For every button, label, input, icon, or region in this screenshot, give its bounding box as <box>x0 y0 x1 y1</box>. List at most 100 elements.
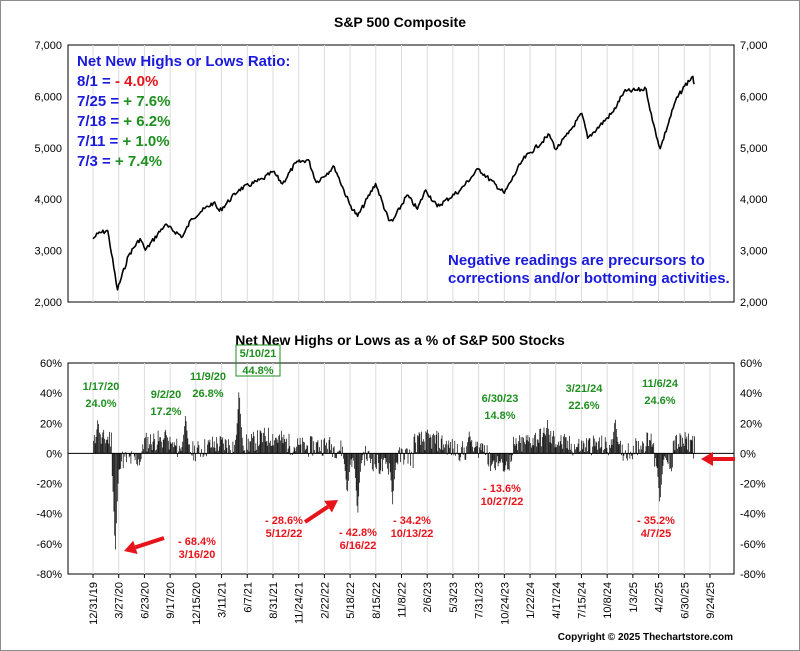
highlight-value: 14.8% <box>484 410 515 422</box>
top-chart-title: S&P 500 Composite <box>334 14 466 30</box>
highlight-date: 11/9/20 <box>190 371 226 383</box>
bottom-ytick-left: -20% <box>36 479 62 491</box>
x-tick-label: 1/22/24 <box>525 582 537 619</box>
x-tick-label: 2/22/22 <box>319 582 331 619</box>
x-tick-label: 11/24/21 <box>294 582 306 624</box>
bottom-ytick-left: -40% <box>36 509 62 521</box>
x-tick-label: 6/23/20 <box>139 582 151 619</box>
x-axis-dates: 12/31/19 3/27/20 6/23/20 9/17/20 12/15/20 3/1… <box>88 574 717 625</box>
bottom-ytick-right: -60% <box>740 539 766 551</box>
x-tick-label: 12/31/19 <box>88 582 100 625</box>
x-tick-label: 12/15/20 <box>191 582 203 625</box>
highlight-date: 6/30/23 <box>482 393 519 405</box>
highlight-date: 5/10/21 <box>240 348 277 360</box>
bottom-ytick-right: 20% <box>740 418 762 430</box>
highlight-value: - 42.8% <box>339 527 377 539</box>
top-ytick-right: 6,000 <box>740 91 768 103</box>
top-ytick-right: 7,000 <box>740 40 768 52</box>
sp500-price-line <box>92 75 695 291</box>
x-tick-label: 10/24/23 <box>499 582 511 625</box>
highlight-date: 10/27/22 <box>481 496 524 508</box>
bottom-ytick-left: 60% <box>40 358 62 370</box>
arrow-covid-low <box>134 536 165 550</box>
highlight-date: 3/16/20 <box>179 549 216 561</box>
highlight-value: - 34.2% <box>393 515 431 527</box>
highlight-value: 44.8% <box>242 365 273 377</box>
ratio-list: 8/1 = - 4.0% 7/25 = + 7.6% 7/18 = + 6.2% 7/… <box>77 73 170 170</box>
note-line-2: corrections and/or bottoming activities. <box>448 270 730 287</box>
highlight-date: 4/7/25 <box>641 528 672 540</box>
top-ytick-left: 2,000 <box>34 297 62 309</box>
top-ytick-right: 2,000 <box>740 297 768 309</box>
highlight-value: - 13.6% <box>483 483 521 495</box>
arrow-latest-head <box>701 452 713 466</box>
ratio-entry: 7/3 = + 7.4% <box>77 153 162 170</box>
ratio-entry: 7/25 = + 7.6% <box>77 93 170 110</box>
top-ytick-right: 5,000 <box>740 143 768 155</box>
x-tick-label: 8/15/22 <box>371 582 383 619</box>
highlight-value: - 28.6% <box>265 515 303 527</box>
x-tick-label: 1/3/25 <box>628 582 640 613</box>
arrows <box>124 452 735 554</box>
top-ytick-left: 3,000 <box>34 246 62 258</box>
bottom-ytick-right: -20% <box>740 479 766 491</box>
highlight-date: 11/6/24 <box>642 378 679 390</box>
bottom-ytick-right: -40% <box>740 509 766 521</box>
bottom-y-axis: -80% -80% -60% -60% -40% -40% -20% -20% 0% 0% 20% 2… <box>36 358 766 581</box>
bottom-ytick-right: -80% <box>740 569 766 581</box>
highlight-box <box>235 344 281 377</box>
x-tick-label: 10/8/24 <box>602 582 614 619</box>
ratio-entry: 8/1 = - 4.0% <box>77 73 158 90</box>
top-y-axis: 2,000 2,000 3,000 3,000 4,000 4,000 5,000 5,000… <box>34 40 767 309</box>
top-x-gridlines <box>92 45 711 302</box>
bottom-x-gridlines <box>92 363 711 574</box>
highlight-date: 6/16/22 <box>340 540 377 552</box>
x-tick-label: 9/24/25 <box>705 582 717 619</box>
arrow-covid-low-head <box>124 540 138 554</box>
x-tick-label: 11/8/22 <box>397 582 409 618</box>
x-tick-label: 7/15/24 <box>576 582 588 619</box>
ratio-entry: 7/11 = + 1.0% <box>77 133 170 150</box>
top-ytick-left: 7,000 <box>34 40 62 52</box>
ratio-entry: 7/18 = + 6.2% <box>77 113 170 130</box>
top-ytick-right: 4,000 <box>740 194 768 206</box>
highlight-date: 3/21/24 <box>566 383 604 395</box>
bottom-ytick-left: -80% <box>36 569 62 581</box>
highlight-date: 1/17/20 <box>83 381 120 393</box>
ratio-title: Net New Highs or Lows Ratio: <box>77 53 290 70</box>
x-tick-label: 8/31/21 <box>268 582 280 619</box>
copyright-text: Copyright © 2025 Thechartstore.com <box>558 632 733 643</box>
highlight-value: - 35.2% <box>637 515 675 527</box>
highlight-value: - 68.4% <box>178 536 216 548</box>
x-tick-label: 3/27/20 <box>114 582 126 619</box>
x-tick-label: 4/2/25 <box>654 582 666 613</box>
top-ytick-right: 3,000 <box>740 246 768 258</box>
highlight-date: 10/13/22 <box>391 528 434 540</box>
x-tick-label: 4/17/24 <box>551 582 563 619</box>
x-tick-label: 6/7/21 <box>242 582 254 613</box>
highlight-value: 26.8% <box>192 388 223 400</box>
bottom-ytick-right: 60% <box>740 358 762 370</box>
x-tick-label: 9/17/20 <box>165 582 177 619</box>
top-ytick-left: 5,000 <box>34 143 62 155</box>
bottom-ytick-right: 0% <box>740 448 756 460</box>
bottom-ytick-left: 40% <box>40 388 62 400</box>
bottom-ytick-left: -60% <box>36 539 62 551</box>
x-tick-label: 5/18/22 <box>345 582 357 619</box>
x-tick-label: 2/6/23 <box>422 582 434 613</box>
arrow-2022-low <box>303 504 330 524</box>
highlight-date: 5/12/22 <box>266 528 303 540</box>
note-line-1: Negative readings are precursors to <box>448 252 705 269</box>
x-tick-label: 7/31/23 <box>474 582 486 619</box>
highlight-value: 24.6% <box>644 395 675 407</box>
top-ytick-left: 4,000 <box>34 194 62 206</box>
x-tick-label: 5/3/23 <box>448 582 460 613</box>
x-tick-label: 3/11/21 <box>217 582 229 618</box>
top-ytick-left: 6,000 <box>34 91 62 103</box>
x-tick-label: 6/30/25 <box>679 582 691 619</box>
arrow-2022-low-head <box>324 500 338 513</box>
highlight-value: 22.6% <box>568 400 599 412</box>
bottom-ytick-right: 40% <box>740 388 762 400</box>
